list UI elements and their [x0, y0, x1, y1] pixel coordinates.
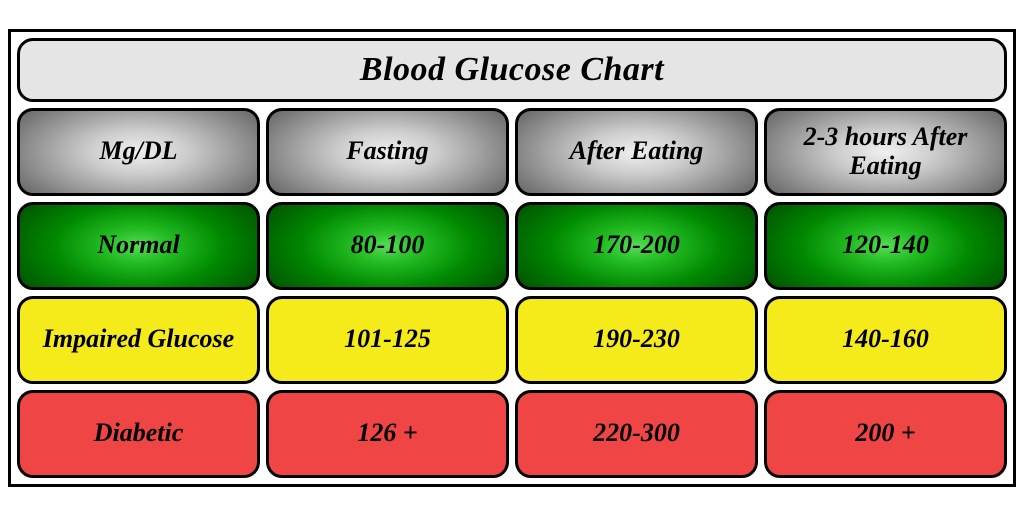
row-normal: Normal 80-100 170-200 120-140 — [17, 202, 1007, 290]
cell-diabetic-hours-after: 200 + — [764, 390, 1007, 478]
cell-impaired-fasting: 101-125 — [266, 296, 509, 384]
header-row: Mg/DL Fasting After Eating 2-3 hours Aft… — [17, 108, 1007, 196]
cell-diabetic-fasting: 126 + — [266, 390, 509, 478]
col-header-fasting: Fasting — [266, 108, 509, 196]
col-header-hours-after: 2-3 hours After Eating — [764, 108, 1007, 196]
row-label-impaired: Impaired Glucose — [17, 296, 260, 384]
col-header-unit: Mg/DL — [17, 108, 260, 196]
row-label-normal: Normal — [17, 202, 260, 290]
cell-impaired-after-eating: 190-230 — [515, 296, 758, 384]
cell-impaired-hours-after: 140-160 — [764, 296, 1007, 384]
chart-title-bar: Blood Glucose Chart — [17, 38, 1007, 102]
cell-diabetic-after-eating: 220-300 — [515, 390, 758, 478]
cell-normal-after-eating: 170-200 — [515, 202, 758, 290]
chart-frame: Blood Glucose Chart Mg/DL Fasting After … — [8, 29, 1016, 487]
row-label-diabetic: Diabetic — [17, 390, 260, 478]
row-impaired: Impaired Glucose 101-125 190-230 140-160 — [17, 296, 1007, 384]
row-diabetic: Diabetic 126 + 220-300 200 + — [17, 390, 1007, 478]
cell-normal-fasting: 80-100 — [266, 202, 509, 290]
chart-grid: Mg/DL Fasting After Eating 2-3 hours Aft… — [17, 108, 1007, 478]
chart-title: Blood Glucose Chart — [360, 51, 664, 88]
col-header-after-eating: After Eating — [515, 108, 758, 196]
cell-normal-hours-after: 120-140 — [764, 202, 1007, 290]
